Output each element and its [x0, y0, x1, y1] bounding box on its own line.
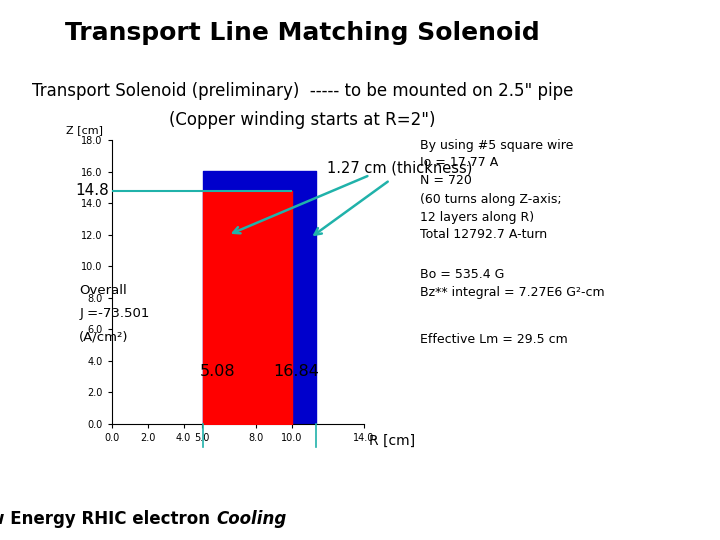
Text: 16.84: 16.84 [273, 364, 319, 380]
Text: 5.08: 5.08 [200, 364, 236, 380]
Text: Bz** integral = 7.27E6 G²-cm: Bz** integral = 7.27E6 G²-cm [420, 286, 605, 299]
Text: Transport Line Matching Solenoid: Transport Line Matching Solenoid [65, 21, 540, 45]
Text: Bo = 535.4 G: Bo = 535.4 G [420, 268, 505, 281]
Text: J =-73.501: J =-73.501 [79, 307, 150, 320]
Text: By using #5 square wire: By using #5 square wire [420, 138, 573, 152]
Text: (60 turns along Z-axis;: (60 turns along Z-axis; [420, 192, 562, 206]
Text: 12 layers along R): 12 layers along R) [420, 211, 534, 224]
Text: Total 12792.7 A-turn: Total 12792.7 A-turn [420, 228, 547, 241]
Text: (A/cm²): (A/cm²) [79, 331, 129, 344]
Text: Effective Lm = 29.5 cm: Effective Lm = 29.5 cm [420, 333, 568, 346]
Text: Overall: Overall [79, 284, 127, 296]
Text: (Copper winding starts at R=2"): (Copper winding starts at R=2") [169, 111, 436, 129]
Text: Io = 17.77 A: Io = 17.77 A [420, 157, 498, 170]
Text: Low Energy RHIC electron: Low Energy RHIC electron [0, 510, 216, 528]
Text: R [cm]: R [cm] [369, 434, 415, 448]
Text: 14.8: 14.8 [76, 183, 109, 198]
Text: Transport Solenoid (preliminary)  ----- to be mounted on 2.5" pipe: Transport Solenoid (preliminary) ----- t… [32, 83, 573, 100]
Text: Z [cm]: Z [cm] [66, 125, 103, 135]
Text: N = 720: N = 720 [420, 174, 472, 187]
Text: 1.27 cm (thickness): 1.27 cm (thickness) [328, 160, 473, 176]
Text: Cooling: Cooling [216, 510, 287, 528]
